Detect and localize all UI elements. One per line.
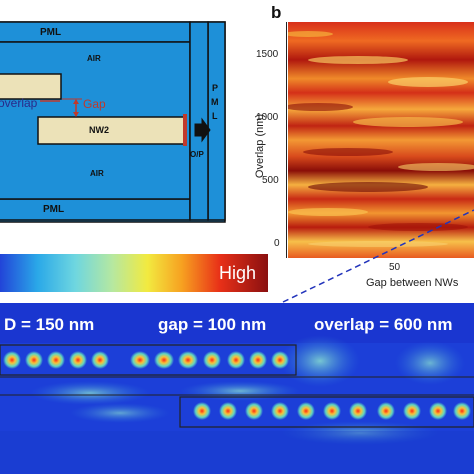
pml-top-label: PML (40, 27, 62, 38)
lower-mode-spots (193, 402, 471, 420)
field-intensity-map (0, 303, 474, 474)
pml-bottom-label: PML (43, 204, 65, 215)
y-tick-label: 0 (274, 238, 280, 249)
nw2-label: NW2 (89, 125, 109, 135)
output-label: O/P (190, 150, 204, 159)
air-top-label: AIR (87, 54, 101, 63)
upper-mode-spots (3, 351, 289, 369)
output-strip (189, 21, 209, 221)
lower-nanowire-outline (179, 396, 474, 428)
nanowire-1 (0, 73, 62, 100)
intensity-colorbar (0, 254, 268, 292)
output-monitor (183, 114, 187, 146)
colorbar-high-label: High (219, 263, 257, 283)
simulation-schematic (0, 21, 226, 223)
overlap-value-label: overlap = 600 nm (314, 315, 453, 334)
pml-right-label-p: P (212, 83, 219, 93)
x-tick-label: 50 (389, 262, 401, 273)
gap-label: Gap (83, 97, 106, 111)
y-tick-label: 1500 (256, 49, 279, 60)
air-bottom-label: AIR (90, 169, 104, 178)
overlap-gap-heatmap (288, 22, 474, 258)
output-arrow (194, 117, 211, 143)
y-tick-label: 500 (262, 175, 279, 186)
heatmap-texture (288, 31, 474, 247)
diameter-label: D = 150 nm (4, 315, 95, 334)
overlap-label: overlap (0, 96, 38, 110)
heatmap-y-axis (286, 22, 287, 258)
pml-right-label-m: M (211, 97, 219, 107)
panel-b-label: b (271, 3, 282, 22)
y-tick-label: 1000 (256, 112, 279, 123)
nanowire-2 (37, 116, 185, 145)
gap-value-label: gap = 100 nm (158, 315, 267, 334)
x-axis-title: Gap between NWs (366, 277, 459, 289)
upper-nanowire-outline (0, 344, 297, 376)
pml-right-label-l: L (212, 111, 218, 121)
